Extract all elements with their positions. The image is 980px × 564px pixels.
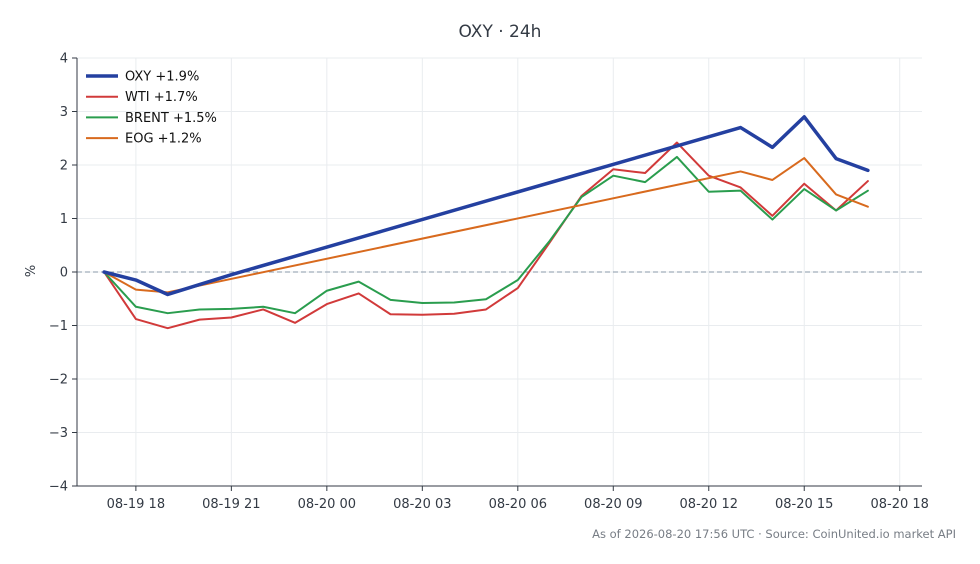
legend-label: EOG +1.2%	[125, 132, 202, 147]
x-tick-label: 08-20 09	[584, 497, 642, 512]
x-tick-label: 08-20 03	[393, 497, 451, 512]
axes	[72, 57, 922, 491]
y-tick-label: −1	[49, 319, 68, 334]
x-tick-label: 08-19 21	[202, 497, 260, 512]
tick-labels: −4 −3 −2 −1 0 1 2 3 4 08-19 18 08-19 21 08-20 00 08-…	[49, 52, 929, 513]
x-tick-label: 08-20 06	[489, 497, 547, 512]
legend-label: BRENT +1.5%	[125, 111, 217, 126]
y-tick-label: 2	[60, 159, 68, 174]
series-layer	[102, 115, 870, 330]
x-tick-label: 08-20 12	[680, 497, 738, 512]
x-tick-label: 08-20 00	[298, 497, 356, 512]
y-tick-label: −2	[49, 373, 68, 388]
x-tick-label: 08-19 18	[107, 497, 165, 512]
series-line-eog	[103, 157, 869, 294]
x-tick-label: 08-20 15	[775, 497, 833, 512]
y-tick-label: 4	[60, 52, 68, 67]
y-tick-label: 1	[60, 212, 68, 227]
y-tick-label: −3	[49, 426, 68, 441]
series-line-brent	[103, 155, 869, 315]
y-tick-label: 3	[60, 105, 68, 120]
y-tick-label: −4	[49, 480, 68, 495]
legend-label: WTI +1.7%	[125, 90, 198, 105]
legend: OXY +1.9% WTI +1.7% BRENT +1.5% EOG +1.2%	[86, 70, 217, 147]
series-line-oxy	[102, 115, 870, 297]
series-line-wti	[103, 141, 869, 330]
source-footer: As of 2026-08-20 17:56 UTC · Source: Coi…	[592, 527, 956, 541]
chart-title: OXY · 24h	[459, 22, 542, 42]
legend-label: OXY +1.9%	[125, 70, 199, 85]
y-axis-label: %	[24, 265, 39, 277]
x-tick-label: 08-20 18	[870, 497, 928, 512]
y-tick-label: 0	[60, 266, 68, 281]
